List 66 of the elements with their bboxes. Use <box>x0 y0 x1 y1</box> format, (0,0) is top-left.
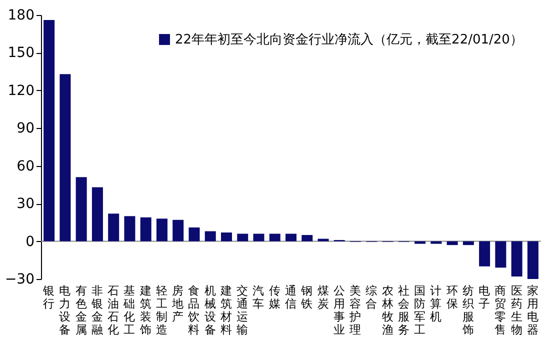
x-tick-label: 建筑装饰 <box>138 284 152 336</box>
y-tick-label: 0 <box>26 234 34 250</box>
bar <box>76 177 87 242</box>
x-tick-label: 商贸零售 <box>494 284 507 336</box>
bar <box>156 218 168 242</box>
bar <box>479 241 490 266</box>
bar <box>318 238 329 242</box>
x-tick-label: 国防军工 <box>414 284 426 336</box>
x-tick-label: 传媒 <box>268 284 281 310</box>
bar <box>188 227 200 242</box>
x-tick-label: 汽车 <box>252 284 265 310</box>
x-tick-label: 建筑材料 <box>219 284 232 336</box>
x-tick-label: 房地产 <box>171 284 184 324</box>
bar <box>204 231 216 242</box>
x-tick-label: 交通运输 <box>236 284 249 336</box>
bar <box>462 241 474 246</box>
x-tick-label: 公用事业 <box>333 284 346 336</box>
bar <box>286 234 296 242</box>
x-tick-label: 通信 <box>285 284 297 310</box>
x-tick-label: 银行 <box>42 284 56 310</box>
x-tick-label: 纺织服饰 <box>461 284 474 336</box>
bar <box>414 241 426 244</box>
bar <box>527 241 538 279</box>
x-tick-label: 有色金属 <box>75 284 88 336</box>
bar <box>253 234 264 242</box>
y-tick-label: 30 <box>16 196 34 212</box>
y-tick-label: 180 <box>8 8 34 24</box>
y-tick-label: 60 <box>16 158 34 174</box>
x-tick-label: 食品饮料 <box>187 284 200 336</box>
x-tick-label: 非银金融 <box>90 284 104 336</box>
bar <box>302 235 313 242</box>
x-tick-label: 环保 <box>446 284 458 310</box>
legend-label: 22年年初至今北向资金行业净流入（亿元，截至22/01/20） <box>175 32 523 48</box>
x-tick-label: 机械设备 <box>204 284 216 336</box>
bar <box>269 234 280 242</box>
x-tick-label: 计算机 <box>430 284 442 324</box>
bar <box>92 187 103 242</box>
y-tick-label: 90 <box>16 120 34 137</box>
bar <box>220 232 232 242</box>
x-tick-label: 农林牧渔 <box>380 284 394 336</box>
bar <box>140 217 152 242</box>
bar <box>430 241 442 244</box>
x-tick-label: 美容护理 <box>348 284 362 336</box>
bar <box>60 74 71 242</box>
y-tick-label: 120 <box>8 82 34 99</box>
x-tick-label: 煤炭 <box>317 284 330 310</box>
bar <box>446 241 458 246</box>
x-tick-label: 石油石化 <box>108 284 120 336</box>
bar <box>172 220 184 242</box>
x-tick-label: 家用电器 <box>526 284 539 336</box>
x-tick-label: 钢铁 <box>300 284 314 310</box>
bar <box>237 234 248 242</box>
y-tick-label: 150 <box>8 45 34 62</box>
x-tick-label: 电子 <box>478 284 491 310</box>
y-tick-label: −30 <box>4 272 34 288</box>
x-tick-label: 轻工制造 <box>156 284 168 336</box>
bar <box>124 216 136 242</box>
x-tick-label: 医药生物 <box>510 284 523 336</box>
x-tick-label: 电力设备 <box>59 284 72 336</box>
bar <box>44 20 55 242</box>
bar <box>495 241 506 268</box>
bar <box>511 241 522 276</box>
x-tick-label: 社会服务 <box>398 284 410 336</box>
x-tick-label: 综合 <box>366 284 378 310</box>
x-tick-label: 基础化工 <box>122 284 136 336</box>
bar <box>108 214 120 242</box>
